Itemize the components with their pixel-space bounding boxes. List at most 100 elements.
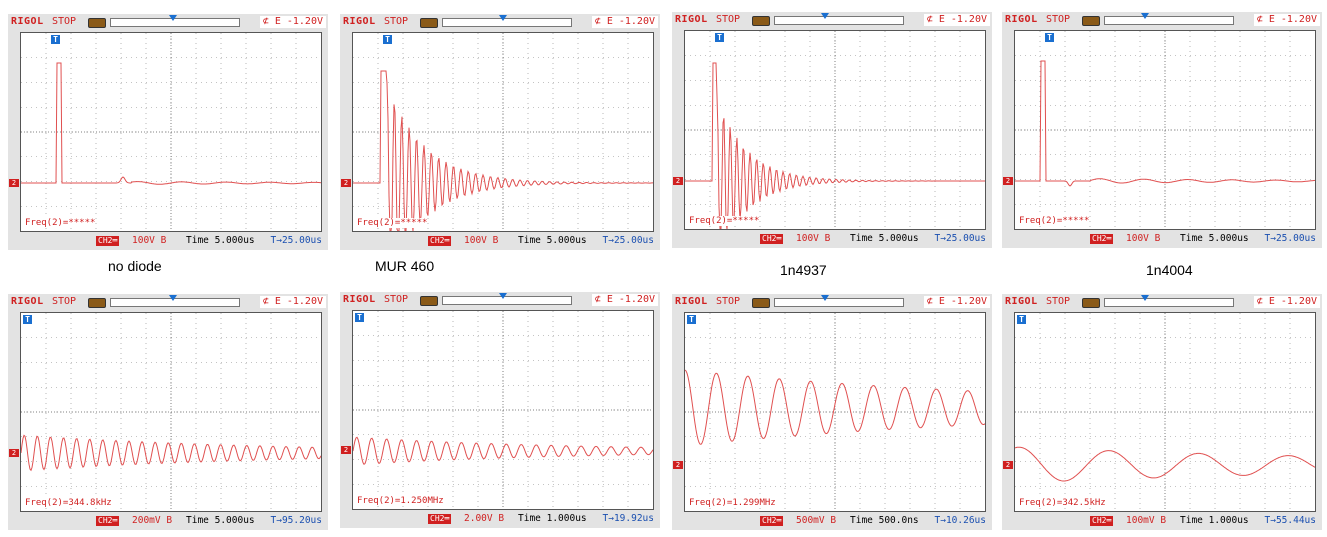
trigger-info: ⊄ E -1.20V	[1253, 14, 1320, 26]
frequency-readout: Freq(2)=*****	[689, 216, 760, 226]
frequency-readout: Freq(2)=342.5kHz	[1019, 498, 1106, 508]
graticule	[685, 31, 985, 229]
trigger-info: ⊄ E -1.20V	[591, 294, 658, 306]
graticule	[1015, 31, 1315, 229]
caption-mur460: MUR 460	[375, 258, 435, 274]
trigger-tag-icon: T	[715, 33, 724, 42]
trigger-tag-icon: T	[23, 315, 32, 324]
graticule	[21, 313, 321, 511]
trigger-offset: T→10.26us	[934, 515, 986, 526]
scope-1n4004: RIGOL STOP ⊄ E -1.20V T 2 Freq(2)=***** CH2═ 10…	[1002, 12, 1322, 248]
battery-icon	[752, 298, 770, 308]
scope-topbar: RIGOL STOP ⊄ E -1.20V	[1002, 12, 1322, 28]
battery-icon	[1082, 16, 1100, 26]
trigger-position-icon	[1141, 295, 1149, 301]
waveform-trace	[353, 436, 653, 466]
battery-icon	[420, 18, 438, 28]
scope-topbar: RIGOL STOP ⊄ E -1.20V	[1002, 294, 1322, 310]
trigger-position-icon	[169, 15, 177, 21]
trigger-tag-icon: T	[687, 315, 696, 324]
waveform-screen: T 2 Freq(2)=1.299MHz	[673, 312, 986, 512]
timebase: Time 1.000us	[1180, 515, 1249, 526]
frequency-readout: Freq(2)=344.8kHz	[25, 498, 112, 508]
battery-icon	[420, 296, 438, 306]
trigger-offset: T→25.00us	[1264, 233, 1316, 244]
scope-bottombar: CH2═ 2.00V B Time 1.000us T→19.92us	[340, 510, 660, 528]
frequency-readout: Freq(2)=*****	[1019, 216, 1090, 226]
waveform-screen: T 2 Freq(2)=344.8kHz	[9, 312, 322, 512]
volts-per-div: 100V B	[1126, 233, 1161, 244]
timebase: Time 5.000us	[186, 235, 255, 246]
volts-per-div: 100V B	[796, 233, 831, 244]
waveform-trace	[1015, 446, 1315, 482]
channel-marker-icon: 2	[673, 177, 683, 185]
frequency-readout: Freq(2)=*****	[357, 218, 428, 228]
scope-topbar: RIGOL STOP ⊄ E -1.20V	[672, 12, 992, 28]
trigger-tag-icon: T	[383, 35, 392, 44]
brand-label: RIGOL	[675, 296, 708, 307]
volts-per-div: 500mV B	[796, 515, 837, 526]
brand-label: RIGOL	[11, 16, 44, 27]
graticule	[1015, 313, 1315, 511]
graticule	[21, 33, 321, 231]
memory-strip	[1104, 13, 1234, 25]
battery-icon	[88, 18, 106, 28]
waveform-screen: T 2 Freq(2)=1.250MHz	[341, 310, 654, 510]
graticule	[353, 33, 653, 231]
waveform-screen: T 2 Freq(2)=*****	[9, 32, 322, 232]
run-status: STOP	[384, 294, 409, 305]
channel-marker-icon: 2	[9, 179, 19, 187]
timebase: Time 1.000us	[518, 513, 587, 524]
waveform-trace	[1015, 60, 1315, 187]
volts-per-div: 100V B	[464, 235, 499, 246]
volts-per-div: 100mV B	[1126, 515, 1167, 526]
waveform-trace	[21, 434, 321, 472]
trigger-tag-icon: T	[355, 313, 364, 322]
channel-2-tag: CH2═	[428, 236, 452, 246]
waveform-trace	[685, 62, 985, 229]
timebase: Time 5.000us	[850, 233, 919, 244]
volts-per-div: 200mV B	[132, 515, 173, 526]
waveform-trace	[21, 62, 321, 185]
scope-bottombar: CH2═ 200mV B Time 5.000us T→95.20us	[8, 512, 328, 530]
channel-marker-icon: 2	[673, 461, 683, 469]
scope-bottombar: CH2═ 100V B Time 5.000us T→25.00us	[1002, 230, 1322, 248]
caption-1n4004: 1n4004	[1146, 262, 1193, 278]
run-status: STOP	[716, 296, 741, 307]
scope-zoom-1: RIGOL STOP ⊄ E -1.20V T 2 Freq(2)=344.8kHz CH2…	[8, 294, 328, 530]
channel-2-tag: CH2═	[96, 516, 120, 526]
channel-marker-icon: 2	[1003, 177, 1013, 185]
channel-marker-icon: 2	[9, 449, 19, 457]
trigger-info: ⊄ E -1.20V	[591, 16, 658, 28]
trigger-offset: T→25.00us	[934, 233, 986, 244]
brand-label: RIGOL	[343, 16, 376, 27]
caption-1n4937: 1n4937	[780, 262, 827, 278]
timebase: Time 500.0ns	[850, 515, 919, 526]
channel-marker-icon: 2	[341, 446, 351, 454]
scope-bottombar: CH2═ 500mV B Time 500.0ns T→10.26us	[672, 512, 992, 530]
waveform-screen: T 2 Freq(2)=342.5kHz	[1003, 312, 1316, 512]
brand-label: RIGOL	[11, 296, 44, 307]
frequency-readout: Freq(2)=*****	[25, 218, 96, 228]
run-status: STOP	[716, 14, 741, 25]
scope-zoom-4: RIGOL STOP ⊄ E -1.20V T 2 Freq(2)=342.5kHz CH2…	[1002, 294, 1322, 530]
trigger-offset: T→25.00us	[270, 235, 322, 246]
waveform-screen: T 2 Freq(2)=*****	[341, 32, 654, 232]
trigger-offset: T→55.44us	[1264, 515, 1316, 526]
trigger-position-icon	[821, 295, 829, 301]
brand-label: RIGOL	[1005, 14, 1038, 25]
run-status: STOP	[1046, 14, 1071, 25]
trigger-position-icon	[499, 293, 507, 299]
memory-strip	[110, 15, 240, 27]
scope-topbar: RIGOL STOP ⊄ E -1.20V	[340, 14, 660, 30]
channel-marker-icon: 2	[341, 179, 351, 187]
timebase: Time 5.000us	[1180, 233, 1249, 244]
graticule	[353, 311, 653, 509]
channel-2-tag: CH2═	[1090, 234, 1114, 244]
trigger-info: ⊄ E -1.20V	[259, 296, 326, 308]
waveform-screen: T 2 Freq(2)=*****	[673, 30, 986, 230]
trigger-info: ⊄ E -1.20V	[259, 16, 326, 28]
battery-icon	[1082, 298, 1100, 308]
waveform-screen: T 2 Freq(2)=*****	[1003, 30, 1316, 230]
trigger-position-icon	[499, 15, 507, 21]
